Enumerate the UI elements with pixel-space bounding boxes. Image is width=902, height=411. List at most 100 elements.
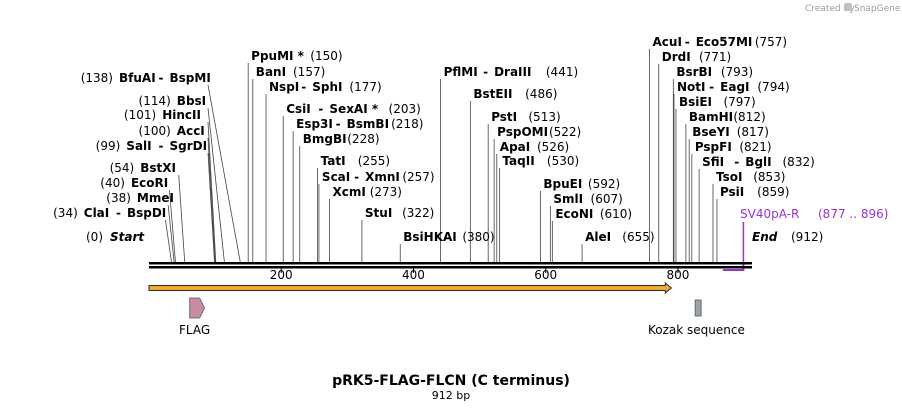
enzyme-site-nspi[interactable]: NspI - SphI (177) (269, 80, 382, 94)
enzyme-site-tsoi[interactable]: TsoI (853) (716, 170, 785, 184)
enzyme-site-sfii[interactable]: SfiI - BglI (832) (702, 155, 815, 169)
enzyme-site-acui[interactable]: AcuI - Eco57MI (757) (653, 35, 788, 49)
enzyme-position: (526) (537, 140, 569, 154)
enzyme-separator: - (301, 80, 306, 94)
enzyme-site-bani[interactable]: BanI (157) (256, 65, 325, 79)
enzyme-site-mmei[interactable]: (38) MmeI (106, 191, 174, 205)
map-title: pRK5-FLAG-FLCN (C terminus) (332, 373, 570, 389)
enzyme-position: (817) (737, 125, 769, 139)
enzyme-site-acci[interactable]: (100) AccI (139, 124, 205, 138)
enzyme-site-bfuai[interactable]: (138) BfuAI - BspMI (81, 71, 211, 85)
enzyme-site-tati[interactable]: TatI (255) (321, 154, 390, 168)
enzyme-site-bmgbi[interactable]: BmgBI (228) (303, 132, 380, 146)
flag-arrow-shape[interactable] (189, 297, 206, 319)
enzyme-site-smli[interactable]: SmlI (607) (553, 192, 622, 206)
enzyme-site-esp3i[interactable]: Esp3I - BsmBI (218) (296, 117, 423, 131)
enzyme-site-hincii[interactable]: (101) HincII (124, 108, 201, 122)
primer-sv40pa-r[interactable]: SV40pA-R (877 .. 896) (722, 207, 889, 271)
enzyme-site-bsihkai[interactable]: BsiHKAI (380) (403, 230, 494, 244)
enzyme-position: (203) (389, 102, 421, 116)
enzyme-position: (530) (547, 154, 579, 168)
end-position: (912) (791, 230, 823, 244)
enzyme-site-pspomi[interactable]: PspOMI (522) (497, 125, 581, 139)
enzyme-line-ecori (169, 189, 176, 263)
enzyme-site-ppumi[interactable]: PpuMI * (150) (251, 49, 342, 63)
enzyme-separator: - (685, 35, 690, 49)
backbone-top-strand (149, 262, 752, 265)
enzyme-site-bbsi[interactable]: (114) BbsI (139, 94, 207, 108)
enzyme-position: (610) (600, 207, 632, 221)
enzyme-line-acci (207, 137, 216, 263)
enzyme-site-bsiei[interactable]: BsiEI (797) (679, 95, 756, 109)
enzyme-position: (853) (753, 170, 785, 184)
credit-prefix: Created by (805, 4, 855, 14)
enzyme-separator: - (709, 80, 714, 94)
enzyme-name: ScaI (322, 170, 350, 184)
enzyme-name: PstI (491, 110, 517, 124)
enzyme-name: BglI (745, 155, 771, 169)
enzyme-position: (380) (462, 230, 494, 244)
enzyme-name: StuI (365, 206, 392, 220)
enzyme-site-alei[interactable]: AleI (655) (585, 230, 654, 244)
enzyme-site-econi[interactable]: EcoNI (610) (555, 207, 632, 221)
enzyme-site-stui[interactable]: StuI (322) (365, 206, 434, 220)
start-label: Start (110, 230, 145, 244)
enzyme-position: (812) (733, 110, 765, 124)
orf-arrow[interactable] (148, 281, 673, 295)
enzyme-separator: - (734, 155, 739, 169)
enzyme-name: BsiEI (679, 95, 712, 109)
enzyme-site-xcmi[interactable]: XcmI (273) (333, 185, 402, 199)
enzyme-name: BspDI (127, 206, 166, 220)
enzyme-name: BsrBI (676, 65, 712, 79)
enzyme-site-clai[interactable]: (34) ClaI - BspDI (53, 206, 166, 220)
enzyme-site-bsteii[interactable]: BstEII (486) (473, 87, 557, 101)
enzyme-name: MmeI (137, 191, 174, 205)
enzyme-line-bfuai (207, 84, 241, 263)
enzyme-site-psti[interactable]: PstI (513) (491, 110, 560, 124)
enzyme-site-sali[interactable]: (99) SalI - SgrDI (96, 139, 207, 153)
enzyme-site-bstxi[interactable]: (54) BstXI (110, 161, 176, 175)
start-marker: (0) Start (86, 230, 145, 244)
enzyme-site-scai[interactable]: ScaI - XmnI (257) (322, 170, 435, 184)
enzyme-position: (177) (349, 80, 381, 94)
enzyme-site-bamhi[interactable]: BamHI (812) (689, 110, 766, 124)
enzyme-position: (322) (402, 206, 434, 220)
enzyme-name: PflMI (444, 65, 478, 79)
enzyme-name: TatI (321, 154, 346, 168)
feature-flag[interactable]: FLAG (179, 297, 210, 337)
enzyme-site-taqii[interactable]: TaqII (530) (502, 154, 579, 168)
enzyme-site-drdi[interactable]: DrdI (771) (662, 50, 731, 64)
enzyme-leader-lines (165, 49, 718, 263)
enzyme-site-bpuei[interactable]: BpuEI (592) (543, 177, 620, 191)
enzyme-site-noti[interactable]: NotI - EagI (794) (677, 80, 790, 94)
enzyme-name: TaqII (502, 154, 534, 168)
kozak-box-shape[interactable] (694, 299, 702, 317)
enzyme-separator: - (159, 139, 164, 153)
enzyme-site-csii[interactable]: CsiI - SexAI * (203) (286, 102, 421, 116)
enzyme-position: (486) (525, 87, 557, 101)
enzyme-site-psii[interactable]: PsiI (859) (720, 185, 789, 199)
enzyme-labels: (34) ClaI - BspDI(38) MmeI(40) EcoRI(54) BstXI… (53, 35, 815, 244)
enzyme-name: HincII (162, 108, 201, 122)
enzyme-site-apai[interactable]: ApaI (526) (500, 140, 569, 154)
map-length: 912 bp (432, 389, 470, 402)
enzyme-name: AleI (585, 230, 611, 244)
enzyme-position: (797) (723, 95, 755, 109)
snapgene-credit: Created by SnapGene (805, 3, 901, 14)
enzyme-site-pflmi[interactable]: PflMI - DraIII (441) (444, 65, 579, 79)
enzyme-site-bsrbi[interactable]: BsrBI (793) (676, 65, 753, 79)
enzyme-site-pspfi[interactable]: PspFI (821) (695, 140, 772, 154)
feature-kozak-sequence[interactable]: Kozak sequence (648, 299, 745, 337)
scale-ticks: 200 400 600 800 (270, 268, 689, 282)
enzyme-name: ApaI (500, 140, 530, 154)
enzyme-site-bseyi[interactable]: BseYI (817) (692, 125, 769, 139)
enzyme-name: BseYI (692, 125, 730, 139)
enzyme-name: DrdI (662, 50, 691, 64)
enzyme-position: (100) (139, 124, 171, 138)
scale-tick-label: 600 (534, 268, 557, 282)
enzyme-name: BspMI (170, 71, 211, 85)
enzyme-position: (257) (402, 170, 434, 184)
enzyme-position: (513) (528, 110, 560, 124)
enzyme-site-ecori[interactable]: (40) EcoRI (100, 176, 168, 190)
